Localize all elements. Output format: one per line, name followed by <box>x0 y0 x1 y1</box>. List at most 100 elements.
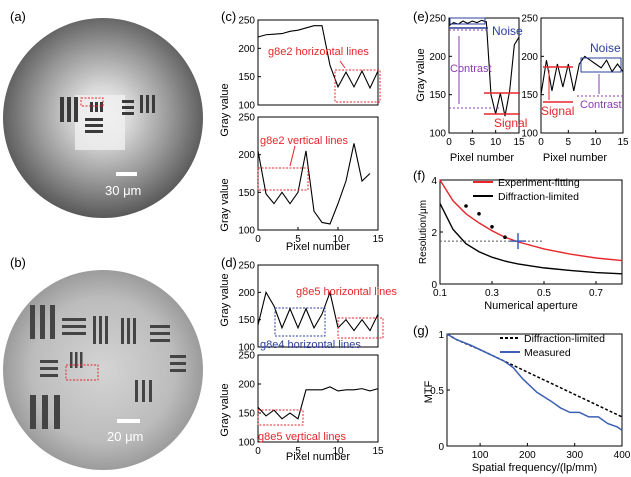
panel-g-label: (g) <box>413 323 429 338</box>
c-bottom-ytick-label: 100 <box>238 226 255 237</box>
c-bottom-ytick-label: 250 <box>238 113 255 124</box>
d-top-ytick-label: 200 <box>238 288 255 299</box>
e-right-xtick-label: 15 <box>617 137 629 148</box>
e-left-xtick-label: 15 <box>513 137 525 148</box>
panel-c-xlabel: Pixel number <box>286 241 351 253</box>
e-left-ytick-label: 100 <box>429 129 446 140</box>
panel-f-label: (f) <box>413 168 425 183</box>
noise-band-left <box>449 17 486 25</box>
g-legend-label: Measured <box>524 347 571 359</box>
roi-box-a <box>80 97 104 107</box>
d-bottom-xtick-label: 10 <box>332 446 344 457</box>
d-top-ytick-label: 150 <box>238 315 255 326</box>
g-xtick-label: 400 <box>614 450 631 461</box>
annotation-d-top-red: g8e5 horizontal lines <box>296 286 397 298</box>
panel-f: (f) 0 2 4 0.1 0.3 0.5 0.7 Resolution/μm Numerica… <box>413 168 623 312</box>
g-ytick-label: 1 <box>438 330 444 341</box>
g-xtick-label: 200 <box>519 450 536 461</box>
f-ytick-label: 0 <box>431 280 437 291</box>
f-data-point <box>503 235 507 239</box>
panel-d-ylabel-bottom: Gray value <box>219 383 231 436</box>
e-right-xtick-label: 10 <box>590 137 602 148</box>
panel-a-label: (a) <box>10 9 26 24</box>
c-top-series-line <box>257 25 379 90</box>
e-right-xtick-label: 0 <box>538 137 544 148</box>
panel-c-ylabel-bottom: Gray value <box>219 178 231 231</box>
f-xlabel: Numerical aperture <box>484 300 578 312</box>
d-top-frame <box>257 264 379 348</box>
panel-e-xlabel-right: Pixel number <box>543 152 608 164</box>
signal-label-right: Signal <box>541 104 574 118</box>
d-top-series-line <box>257 290 379 332</box>
e-left-series-line <box>448 19 520 117</box>
contrast-label-right: Contrast <box>580 99 622 111</box>
panel-d-label: (d) <box>221 255 237 270</box>
panel-c-label: (c) <box>221 9 236 24</box>
c-top-ytick-label: 200 <box>238 44 255 55</box>
e-left-ytick-label: 250 <box>429 14 446 25</box>
c-bottom-series-line <box>257 143 371 225</box>
usaf-target-a <box>60 95 155 133</box>
g-legend-label: Diffraction-limited <box>524 333 605 345</box>
c-top-ytick-label: 100 <box>238 101 255 112</box>
d-bottom-frame <box>257 354 379 443</box>
panel-d-ylabel-top: Gray value <box>219 273 231 326</box>
e-right-xtick-label: 5 <box>566 137 572 148</box>
d-bottom-ytick-label: 200 <box>238 380 255 391</box>
d-bottom-ytick-label: 100 <box>238 438 255 449</box>
noise-label-left: Noise <box>492 24 523 38</box>
contrast-label-left: Contrast <box>450 63 492 75</box>
f-data-point <box>464 204 468 208</box>
c-bottom-ytick-label: 200 <box>238 150 255 161</box>
g-xtick-label: 100 <box>472 450 489 461</box>
panel-e-xlabel-left: Pixel number <box>450 152 515 164</box>
d-top-ytick-label: 100 <box>238 343 255 354</box>
panel-c-ylabel-top: Gray value <box>219 83 231 136</box>
panel-b: (b) 20 μm <box>3 255 203 470</box>
f-ylabel: Resolution/μm <box>418 200 429 264</box>
roi-box-c-bottom <box>257 167 309 191</box>
f-xtick-label: 0.5 <box>537 288 551 299</box>
e-left-xtick-label: 5 <box>470 137 476 148</box>
d-bottom-series-line <box>257 386 379 420</box>
scale-bar-b <box>117 419 140 423</box>
e-right-ytick-label: 150 <box>521 90 538 101</box>
panel-g: (g) 0 0.5 1 100 200 300 400 MTF Spatial frequenc… <box>413 323 631 474</box>
panel-e-ylabel: Gray value <box>415 48 427 101</box>
arrow-c-bottom <box>289 145 296 167</box>
annotation-c-top: g8e2 horizontal lines <box>268 46 369 58</box>
d-bottom-xtick-label: 5 <box>295 446 301 457</box>
signal-label-left: Signal <box>494 116 527 130</box>
d-top-ytick-label: 250 <box>238 261 255 272</box>
c-bottom-xtick-label: 0 <box>255 234 261 245</box>
annotation-d-bottom: g8e5 vertical lines <box>258 431 347 443</box>
f-data-point <box>477 212 481 216</box>
c-bottom-xtick-label: 10 <box>332 234 344 245</box>
roi-box-d-blue <box>274 307 326 337</box>
c-bottom-xtick-label: 15 <box>372 234 384 245</box>
e-right-ytick-label: 100 <box>521 129 538 140</box>
d-bottom-ytick-label: 250 <box>238 351 255 362</box>
e-left-ytick-label: 200 <box>429 52 446 63</box>
g-ytick-label: 0 <box>438 442 444 453</box>
c-top-ytick-label: 150 <box>238 72 255 83</box>
roi-box-d-red <box>337 317 384 339</box>
noise-label-right: Noise <box>590 41 621 55</box>
panel-e-label: (e) <box>413 9 429 24</box>
e-left-xtick-label: 0 <box>446 137 452 148</box>
d-bottom-xtick-label: 0 <box>255 446 261 457</box>
f-ytick-label: 4 <box>431 176 437 187</box>
c-bottom-ytick-label: 150 <box>238 188 255 199</box>
g-ylabel: MTF <box>423 380 435 403</box>
scale-bar-a <box>116 172 137 176</box>
f-xtick-label: 0.7 <box>589 288 603 299</box>
scale-label-a: 30 μm <box>105 183 141 198</box>
d-bottom-xtick-label: 15 <box>372 446 384 457</box>
f-legend-label: Experiment-fitting <box>498 177 580 189</box>
f-xtick-label: 0.3 <box>485 288 499 299</box>
g-ytick-label: 0.5 <box>430 386 444 397</box>
f-series-1 <box>439 203 623 275</box>
